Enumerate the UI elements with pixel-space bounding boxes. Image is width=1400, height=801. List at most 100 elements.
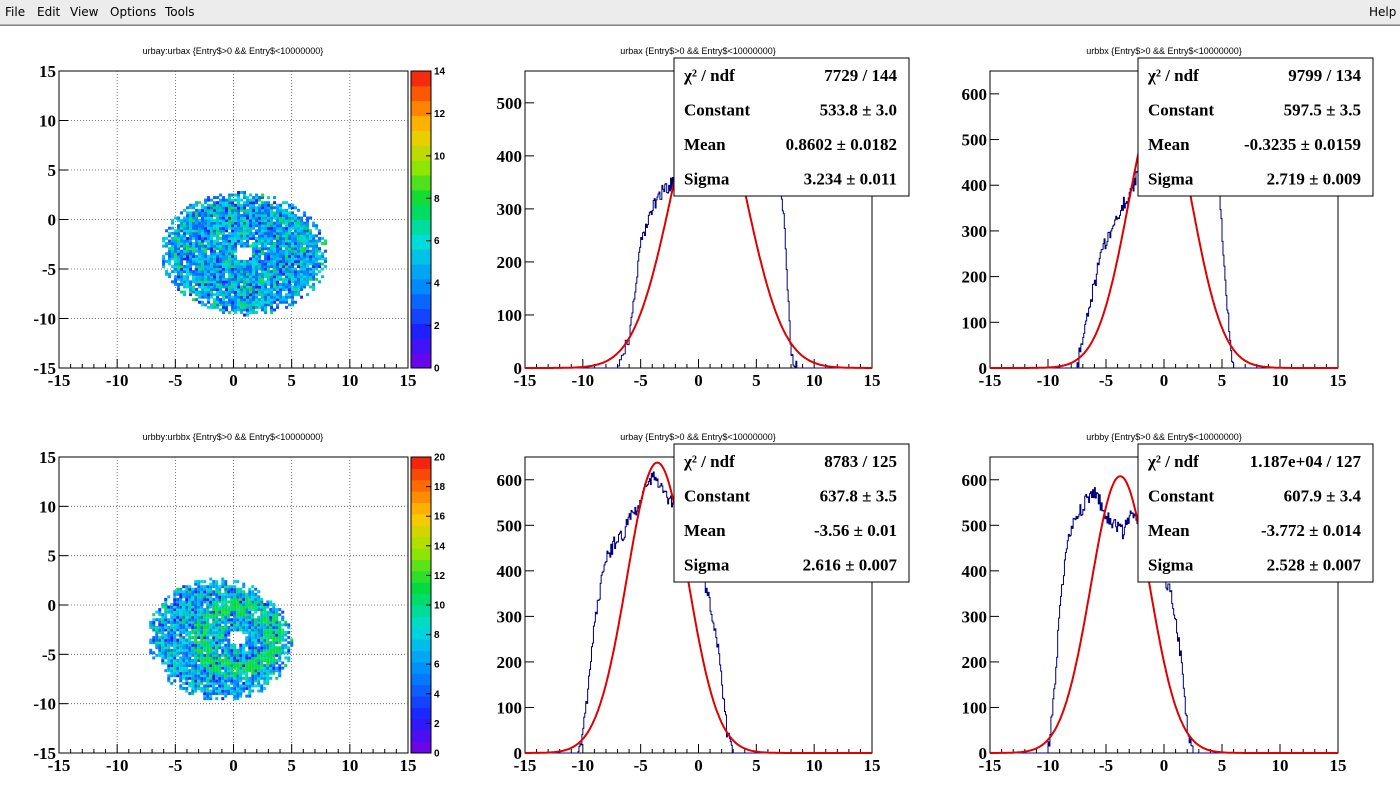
heatmap-cell [261, 295, 265, 299]
heatmap-cell [192, 247, 196, 251]
heatmap-cell [282, 234, 286, 238]
heatmap-cell [236, 671, 240, 675]
heatmap-cell [197, 625, 201, 629]
heatmap-cell [300, 272, 304, 276]
heatmap-cell [198, 265, 202, 269]
heatmap-cell [210, 262, 214, 266]
heatmap-cell [309, 257, 313, 261]
heatmap-cell [294, 280, 298, 284]
heatmap-cell [269, 613, 273, 617]
color-scale-band [411, 673, 431, 686]
heatmap-cell [288, 259, 292, 263]
heatmap-cell [224, 620, 228, 624]
heatmap-cell [173, 669, 177, 673]
heatmap-cell [234, 244, 238, 248]
heatmap-cell [197, 615, 201, 619]
heatmap-cell [204, 293, 208, 297]
heatmap-cell [234, 213, 238, 217]
heatmap-cell [263, 620, 267, 624]
heatmap-cell [270, 211, 274, 215]
heatmap-cell [194, 671, 198, 675]
heatmap-cell [233, 625, 237, 629]
heatmap-cell [306, 252, 310, 256]
heatmap-cell [195, 249, 199, 253]
heatmap-cell [254, 618, 258, 622]
heatmap-cell [182, 638, 186, 642]
heatmap-cell [206, 666, 210, 670]
heatmap-cell [284, 643, 288, 647]
heatmap-cell [189, 280, 193, 284]
heatmap-cell [209, 689, 213, 693]
heatmap-cell [216, 226, 220, 230]
heatmap-cell [261, 234, 265, 238]
heatmap-cell [303, 229, 307, 233]
heatmap-cell [194, 608, 198, 612]
heatmap-cell [230, 666, 234, 670]
stats-box-frame [1137, 443, 1374, 583]
heatmap-cell [183, 234, 187, 238]
heatmap-cell [231, 211, 235, 215]
heatmap-cell [174, 270, 178, 274]
heatmap-cell [173, 666, 177, 670]
heatmap-cell [228, 285, 232, 289]
heatmap-cell [276, 239, 280, 243]
heatmap-cell [246, 201, 250, 205]
heatmap-cell [258, 196, 262, 200]
heatmap-cell [294, 239, 298, 243]
heatmap-cell [258, 280, 262, 284]
menu-edit[interactable]: Edit [37, 5, 61, 19]
heatmap-cell [216, 262, 220, 266]
heatmap-cell [291, 239, 295, 243]
heatmap-cell [170, 602, 174, 606]
heatmap-cell [321, 242, 325, 246]
heatmap-cell [164, 669, 168, 673]
heatmap-cell [231, 206, 235, 210]
heatmap-cell [231, 287, 235, 291]
heatmap-cell [186, 272, 190, 276]
heatmap-cell [222, 285, 226, 289]
y-tick-label: -15 [33, 744, 56, 763]
heatmap-cell [239, 671, 243, 675]
heatmap-cell [227, 638, 231, 642]
root-canvas[interactable]: urbay:urbax {Entry$>0 && Entry$<10000000… [0, 25, 1400, 800]
menu-view[interactable]: View [70, 5, 99, 19]
heatmap-cell [233, 666, 237, 670]
heatmap-cell [225, 221, 229, 225]
heatmap-cell [231, 226, 235, 230]
heatmap-cell [260, 600, 264, 604]
heatmap-cell [201, 267, 205, 271]
heatmap-cell [269, 676, 273, 680]
heatmap-cell [225, 201, 229, 205]
heatmap-cell [261, 244, 265, 248]
heatmap-cell [191, 600, 195, 604]
heatmap-cell [227, 692, 231, 696]
heatmap-cell [173, 633, 177, 637]
heatmap-cell [204, 247, 208, 251]
heatmap-cell [188, 613, 192, 617]
menu-help[interactable]: Help [1369, 5, 1397, 19]
heatmap-cell [258, 259, 262, 263]
stats-name: χ² / ndf [1147, 66, 1199, 85]
menu-tools[interactable]: Tools [165, 5, 195, 19]
heatmap-cell [278, 641, 282, 645]
heatmap-cell [236, 681, 240, 685]
heatmap-cell [180, 270, 184, 274]
heatmap-cell [224, 597, 228, 601]
heatmap-cell [258, 198, 262, 202]
heatmap-cell [221, 577, 225, 581]
heatmap-cell [264, 201, 268, 205]
z-tick-label: 8 [434, 194, 440, 205]
heatmap-cell [260, 630, 264, 634]
heatmap-cell [300, 262, 304, 266]
z-tick-label: 14 [434, 67, 446, 78]
menu-file[interactable]: File [5, 5, 26, 19]
heatmap-cell [287, 646, 291, 650]
heatmap-cell [185, 666, 189, 670]
menu-options[interactable]: Options [110, 5, 157, 19]
heatmap-cell [189, 252, 193, 256]
heatmap-cell [249, 213, 253, 217]
heatmap-cell [164, 608, 168, 612]
heatmap-cell [216, 206, 220, 210]
heatmap-cell [206, 587, 210, 591]
heatmap-cell [273, 234, 277, 238]
